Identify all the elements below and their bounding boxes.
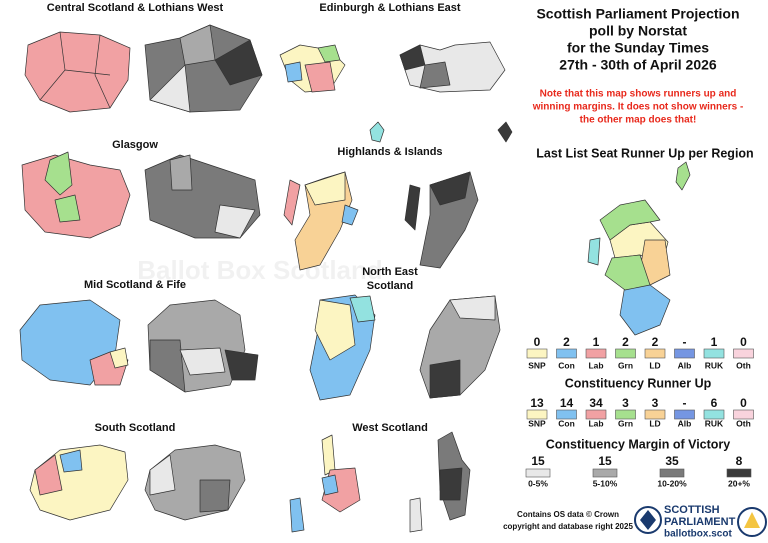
party-label: Lab xyxy=(588,360,603,370)
region-title: Glasgow xyxy=(112,139,158,151)
count: 2 xyxy=(622,335,629,349)
title: Scottish Parliament Projection xyxy=(536,6,739,22)
swatch xyxy=(644,409,666,420)
swatch xyxy=(556,409,577,420)
swatch xyxy=(592,468,618,478)
region-title: Highlands & Islands xyxy=(337,146,442,158)
count: 0 xyxy=(534,335,541,349)
region-title: South Scotland xyxy=(95,422,176,434)
party-label: Alb xyxy=(678,418,692,428)
swatch xyxy=(526,348,548,359)
swatch xyxy=(615,409,636,420)
party-label: SNP xyxy=(528,418,546,428)
swatch xyxy=(733,409,754,420)
count: 6 xyxy=(711,396,718,410)
note: winning margins. It does not show winner… xyxy=(532,102,744,113)
party-label: Oth xyxy=(736,418,751,428)
swatch xyxy=(703,348,725,359)
swatch xyxy=(615,348,636,359)
count: - xyxy=(683,396,687,410)
region-title: Mid Scotland & Fife xyxy=(84,279,186,291)
party-label: RUK xyxy=(705,418,724,428)
section-title: Constituency Runner Up xyxy=(565,376,712,390)
count: 2 xyxy=(652,335,659,349)
party-label: Con xyxy=(558,360,575,370)
count: 3 xyxy=(622,396,629,410)
party-label: LD xyxy=(649,418,660,428)
logo-text: ballotbox.scot xyxy=(664,529,732,540)
region-title: Scotland xyxy=(367,280,413,292)
party-label: Alb xyxy=(678,360,692,370)
swatch xyxy=(703,409,725,420)
count: 3 xyxy=(652,396,659,410)
swatch xyxy=(525,468,551,478)
count: 15 xyxy=(598,454,612,468)
region-title: West Scotland xyxy=(352,422,428,434)
swatch xyxy=(585,348,607,359)
swatch xyxy=(674,348,695,359)
note: Note that this map shows runners up and xyxy=(540,89,737,100)
margin-label: 5-10% xyxy=(593,478,618,488)
legends: 0 SNP 2 Con 1 Lab 2 Grn 2 LD - Alb 1 RUK 0 Oth 13 SNP 14 Co… xyxy=(525,335,754,488)
region-title: Edinburgh & Lothians East xyxy=(319,2,461,14)
region-title: Central Scotland & Lothians West xyxy=(47,2,224,14)
count: - xyxy=(683,335,687,349)
watermark: Ballot Box Scotland xyxy=(137,255,383,285)
title: 27th - 30th of April 2026 xyxy=(559,57,717,73)
count: 35 xyxy=(665,454,679,468)
swatch xyxy=(674,409,695,420)
count: 2 xyxy=(563,335,570,349)
count: 14 xyxy=(560,396,574,410)
margin-label: 0-5% xyxy=(528,478,548,488)
swatch xyxy=(726,468,752,478)
swatch xyxy=(556,348,577,359)
swatch xyxy=(644,348,666,359)
region-maps xyxy=(19,24,691,533)
party-label: Con xyxy=(558,418,575,428)
swatch xyxy=(526,409,548,420)
count: 34 xyxy=(589,396,603,410)
count: 1 xyxy=(711,335,718,349)
section-title: Constituency Margin of Victory xyxy=(546,437,731,451)
swatch xyxy=(659,468,685,478)
logo-text: SCOTTISH xyxy=(664,504,720,516)
count: 0 xyxy=(740,396,747,410)
footer: copyright and database right 2025 xyxy=(503,522,633,531)
logo: SCOTTISH PARLIAMENT ballotbox.scot xyxy=(634,504,767,540)
footer: Contains OS data © Crown xyxy=(517,510,619,519)
party-label: Grn xyxy=(618,360,633,370)
count: 13 xyxy=(530,396,544,410)
swatch xyxy=(585,409,607,420)
party-label: LD xyxy=(649,360,660,370)
party-label: Oth xyxy=(736,360,751,370)
count: 1 xyxy=(593,335,600,349)
title: for the Sunday Times xyxy=(567,40,709,56)
region-title: North East xyxy=(362,266,418,278)
count: 8 xyxy=(736,454,743,468)
count: 15 xyxy=(531,454,545,468)
party-label: SNP xyxy=(528,360,546,370)
count: 0 xyxy=(740,335,747,349)
party-label: RUK xyxy=(705,360,724,370)
margin-label: 10-20% xyxy=(657,478,687,488)
party-label: Lab xyxy=(588,418,603,428)
margin-label: 20+% xyxy=(728,478,750,488)
note: the other map does that! xyxy=(580,115,697,126)
section-title: Last List Seat Runner Up per Region xyxy=(536,146,753,160)
logo-text: PARLIAMENT xyxy=(664,516,736,528)
swatch xyxy=(733,348,754,359)
party-label: Grn xyxy=(618,418,633,428)
title: poll by Norstat xyxy=(589,23,687,39)
